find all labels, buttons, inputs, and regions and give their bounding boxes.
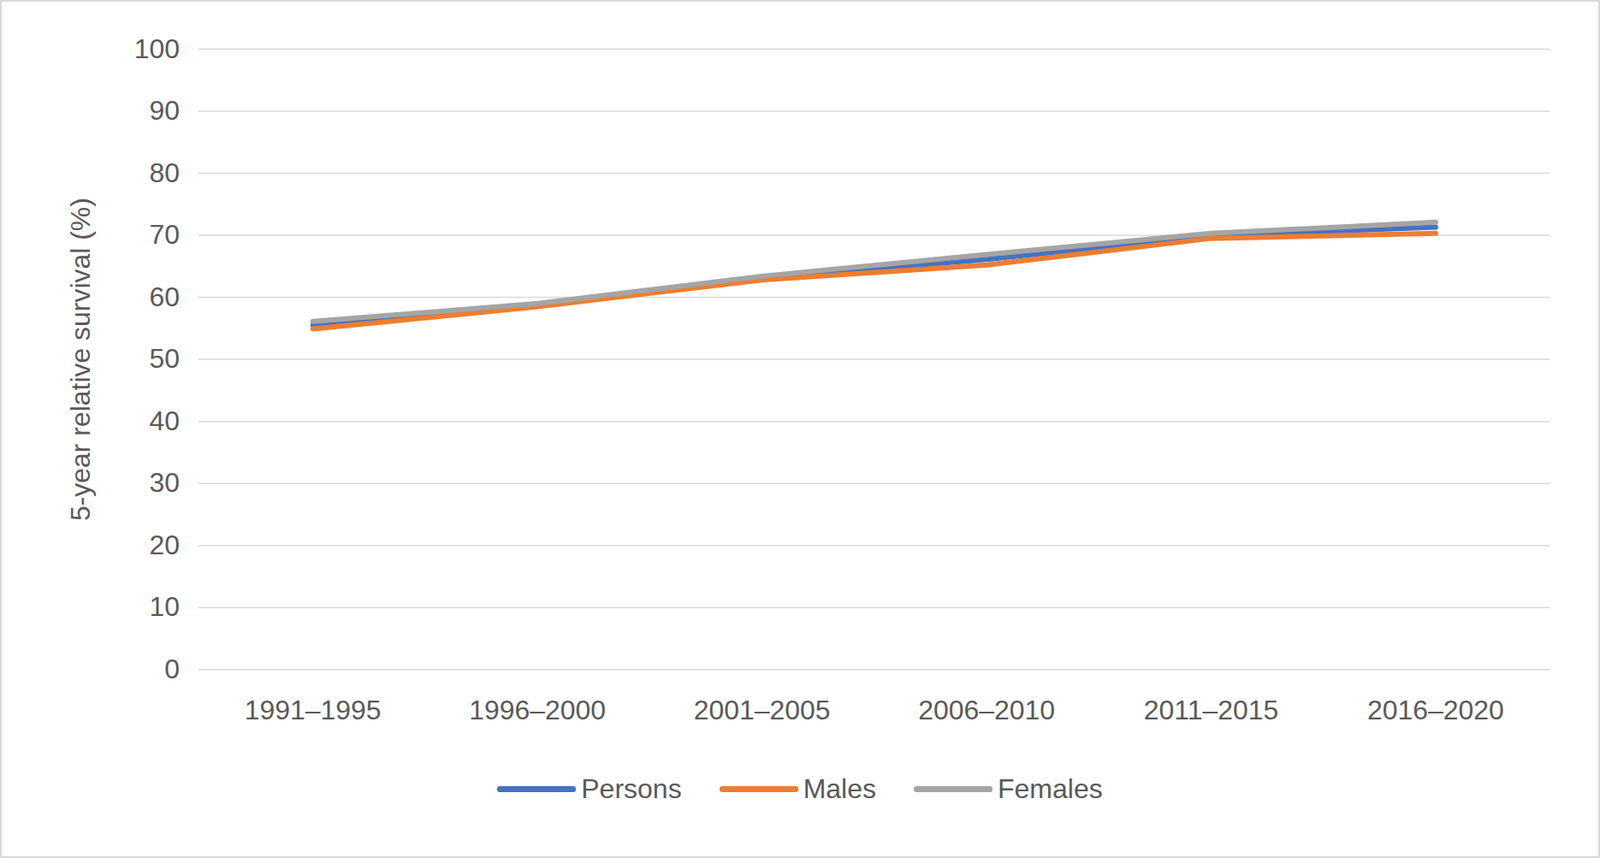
- svg-text:70: 70: [149, 219, 181, 250]
- svg-text:100: 100: [134, 33, 180, 65]
- svg-text:2006–2010: 2006–2010: [918, 694, 1055, 726]
- svg-text:60: 60: [149, 281, 181, 313]
- svg-text:1996–2000: 1996–2000: [468, 694, 606, 726]
- svg-text:30: 30: [149, 467, 181, 498]
- svg-text:0: 0: [164, 653, 180, 685]
- svg-text:1991–1995: 1991–1995: [244, 694, 382, 726]
- html-text:Females: Females: [997, 773, 1103, 805]
- html-text:Males: Males: [803, 773, 877, 805]
- svg-text:2011–2015: 2011–2015: [1143, 694, 1279, 726]
- html-text:Persons: Persons: [581, 773, 682, 805]
- svg-text:90: 90: [149, 94, 181, 126]
- svg-text:20: 20: [149, 529, 181, 561]
- svg-text:80: 80: [149, 157, 181, 189]
- svg-text:40: 40: [149, 405, 181, 437]
- svg-text:10: 10: [149, 591, 181, 623]
- svg-text:2016–2020: 2016–2020: [1367, 694, 1505, 726]
- svg-text:2001–2005: 2001–2005: [693, 694, 831, 726]
- svg-text:50: 50: [149, 343, 181, 374]
- svg-text:5-year relative survival (%): 5-year relative survival (%): [65, 197, 96, 522]
